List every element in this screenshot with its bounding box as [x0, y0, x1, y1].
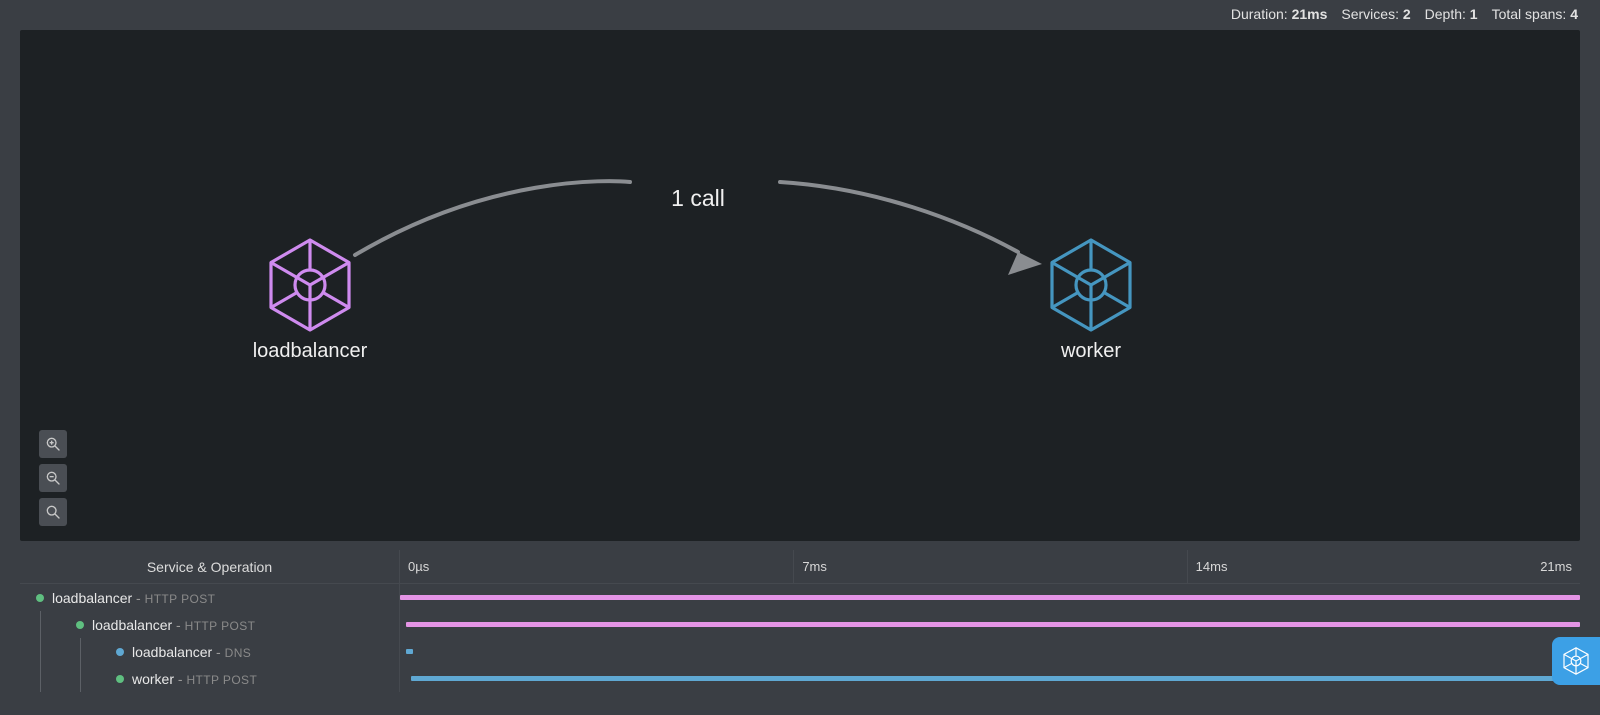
- service-color-dot: [116, 648, 124, 656]
- span-row-label: worker - HTTP POST: [20, 665, 400, 692]
- zoom-reset-button[interactable]: [39, 498, 67, 526]
- zoom-in-icon: [45, 436, 61, 452]
- stat-services: Services: 2: [1341, 6, 1410, 22]
- graph-edge-arrowhead: [1008, 252, 1042, 275]
- span-service-name: loadbalancer: [92, 617, 172, 633]
- graph-node-worker[interactable]: [1052, 240, 1130, 330]
- span-bar-cell: [400, 611, 1580, 638]
- span-bar-cell: [400, 638, 1580, 665]
- timeline-tick: 14ms: [1187, 550, 1228, 583]
- dependency-graph-panel[interactable]: 1 call loadbalancer worker: [20, 30, 1580, 541]
- dependency-graph-svg: [20, 30, 1580, 541]
- graph-edge-label: 1 call: [671, 185, 725, 212]
- zoom-reset-icon: [45, 504, 61, 520]
- span-operation-name: HTTP POST: [145, 592, 216, 606]
- span-timeline: Service & Operation 0µs 7ms 14ms 21ms loadb…: [20, 550, 1580, 692]
- span-bar-cell: [400, 665, 1580, 692]
- span-bar[interactable]: [406, 622, 1580, 627]
- graph-node-label-worker: worker: [1061, 340, 1121, 363]
- service-color-dot: [116, 675, 124, 683]
- timeline-tick: 7ms: [793, 550, 827, 583]
- graph-node-loadbalancer[interactable]: [271, 240, 349, 330]
- timeline-ticks: 0µs 7ms 14ms 21ms: [400, 550, 1580, 583]
- cube-icon: [1561, 646, 1591, 676]
- span-row-label: loadbalancer - DNS: [20, 638, 400, 665]
- span-operation-name: DNS: [225, 646, 252, 660]
- span-row[interactable]: worker - HTTP POST: [20, 665, 1580, 692]
- timeline-header: Service & Operation 0µs 7ms 14ms 21ms: [20, 550, 1580, 584]
- service-color-dot: [76, 621, 84, 629]
- span-service-name: worker: [132, 671, 174, 687]
- graph-fab-button[interactable]: [1552, 637, 1600, 685]
- timeline-tick: 0µs: [400, 550, 429, 583]
- stat-total-spans: Total spans: 4: [1492, 6, 1578, 22]
- zoom-out-icon: [45, 470, 61, 486]
- stat-depth: Depth: 1: [1425, 6, 1478, 22]
- timeline-rows: loadbalancer - HTTP POSTloadbalancer - H…: [20, 584, 1580, 692]
- span-bar-cell: [400, 584, 1580, 611]
- zoom-in-button[interactable]: [39, 430, 67, 458]
- span-row[interactable]: loadbalancer - HTTP POST: [20, 611, 1580, 638]
- span-bar[interactable]: [400, 595, 1580, 600]
- span-bar[interactable]: [411, 676, 1580, 681]
- span-row-label: loadbalancer - HTTP POST: [20, 611, 400, 638]
- zoom-controls: [39, 430, 67, 526]
- timeline-header-service-col: Service & Operation: [20, 550, 400, 583]
- span-bar[interactable]: [406, 649, 413, 654]
- span-service-name: loadbalancer: [52, 590, 132, 606]
- service-color-dot: [36, 594, 44, 602]
- zoom-out-button[interactable]: [39, 464, 67, 492]
- span-row[interactable]: loadbalancer - HTTP POST: [20, 584, 1580, 611]
- span-row[interactable]: loadbalancer - DNS: [20, 638, 1580, 665]
- trace-stats-bar: Duration: 21ms Services: 2 Depth: 1 Tota…: [0, 0, 1600, 30]
- stat-duration: Duration: 21ms: [1231, 6, 1328, 22]
- span-service-name: loadbalancer: [132, 644, 212, 660]
- span-operation-name: HTTP POST: [185, 619, 256, 633]
- graph-node-label-loadbalancer: loadbalancer: [253, 340, 368, 363]
- span-operation-name: HTTP POST: [186, 673, 257, 687]
- span-row-label: loadbalancer - HTTP POST: [20, 584, 400, 611]
- timeline-tick: 21ms: [1540, 550, 1580, 583]
